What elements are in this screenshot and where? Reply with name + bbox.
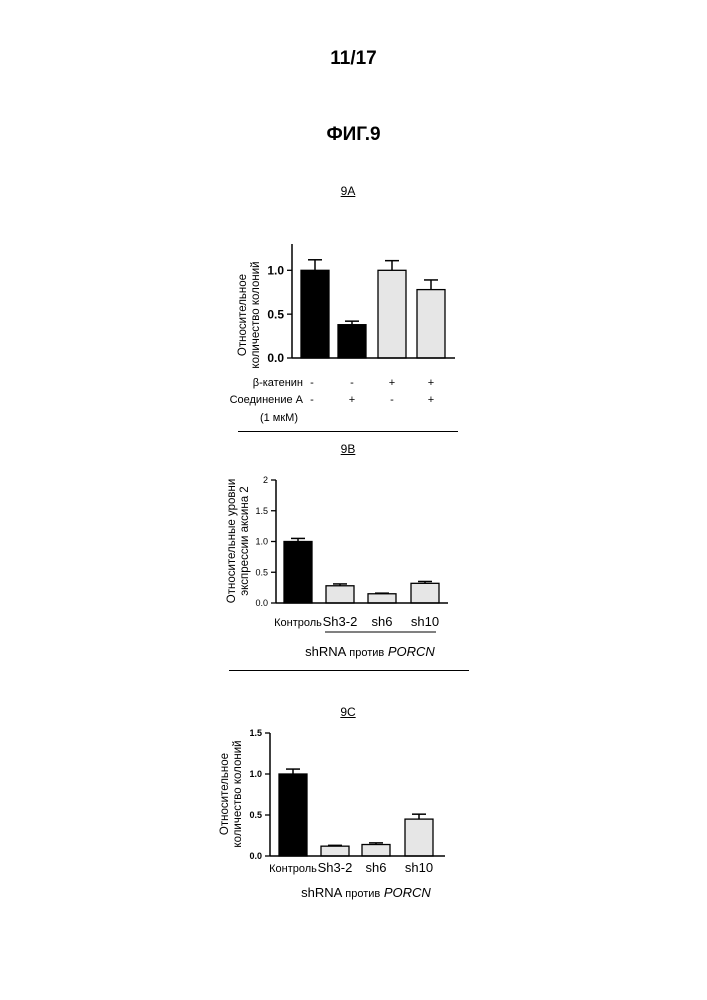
chart-9b-category-label-3: sh6	[372, 614, 393, 629]
chart-9b-category-label-2: Sh3-2	[323, 614, 358, 629]
page-number: 11/17	[0, 48, 707, 70]
chart-9c-bar-4	[405, 819, 433, 856]
chart-9a-ylabel-line2: количество колоний	[250, 261, 262, 368]
chart-9c-group-label: shRNA против PORCN	[301, 885, 431, 900]
chart-9c-category-label-3: sh6	[366, 860, 387, 875]
chart-9c-yticks: 0.0 0.5 1.0 1.5	[249, 728, 270, 861]
chart-9b-bar-3	[368, 594, 396, 603]
chart-9c-ytick-label-3: 1.0	[249, 769, 262, 779]
chart-9b-yticks: 0.0 0.5 1.0 1.5 2	[255, 475, 276, 608]
chart-9a-bars	[301, 270, 445, 358]
chart-9c-bars	[279, 774, 433, 856]
chart-9a-row2-values: - + - +	[310, 394, 434, 406]
chart-9a-ytick-label-1: 0.0	[267, 351, 284, 365]
chart-9c-bar-3	[362, 845, 390, 856]
chart-9c-ylabel-line1: Относительное	[219, 753, 231, 835]
divider-9a	[238, 431, 458, 432]
chart-9b-bars	[284, 542, 439, 604]
chart-9b-category-labels: КонтрольSh3-2 sh6 sh10	[274, 614, 439, 629]
chart-9b-category-label-1: Контроль	[274, 617, 322, 629]
chart-9c-category-labels: КонтрольSh3-2 sh6 sh10	[269, 860, 433, 875]
chart-9b-ytick-label-3: 1.0	[255, 537, 268, 547]
chart-9a-note: (1 мкМ)	[260, 412, 298, 424]
panel-label-9a: 9A	[318, 184, 378, 198]
chart-9a-ytick-label-2: 0.5	[267, 307, 284, 321]
chart-9b-bar-4	[411, 583, 439, 603]
divider-9b	[229, 670, 469, 671]
chart-9b: 0.0 0.5 1.0 1.5 2 Относительные уровни экспр…	[0, 470, 707, 670]
chart-9a-bar-3	[378, 270, 406, 358]
chart-9a-row2-sign-1: -	[310, 394, 314, 406]
chart-9c-ylabel-line2: количество колоний	[232, 740, 244, 847]
chart-9c-ytick-label-4: 1.5	[249, 728, 262, 738]
chart-9a-row1-sign-1: -	[310, 377, 314, 389]
chart-9a-row1-sign-2: -	[350, 377, 354, 389]
chart-9a-row2-sign-2: +	[349, 394, 355, 406]
chart-9a-row1-sign-4: +	[428, 377, 434, 389]
chart-9b-bar-2	[326, 586, 354, 603]
chart-9b-group-label: shRNA против PORCN	[305, 644, 435, 659]
chart-9b-bar-1	[284, 542, 312, 604]
chart-9b-ytick-label-5: 2	[263, 475, 268, 485]
chart-9a-row2-label: Соединение A	[230, 394, 304, 406]
panel-label-9c: 9C	[318, 705, 378, 719]
chart-9c-category-label-4: sh10	[405, 860, 433, 875]
chart-9a-ytick-label-3: 1.0	[267, 264, 284, 278]
chart-9a: 0.0 0.5 1.0 Относительное количество колон…	[0, 230, 707, 440]
chart-9b-ytick-label-2: 0.5	[255, 567, 268, 577]
chart-9c-bar-2	[321, 846, 349, 856]
chart-9b-ylabel-line2: экспрессии аксина 2	[239, 486, 251, 595]
chart-9b-category-label-4: sh10	[411, 614, 439, 629]
chart-9c-ytick-label-2: 0.5	[249, 810, 262, 820]
chart-9a-row1-label: β-катенин	[253, 377, 303, 389]
chart-9c: 0.0 0.5 1.0 1.5 Относительное количество ко…	[0, 720, 707, 905]
chart-9a-row1-sign-3: +	[389, 377, 395, 389]
chart-9b-ytick-label-4: 1.5	[255, 506, 268, 516]
chart-9b-ylabel-line1: Относительные уровни	[226, 479, 238, 604]
chart-9b-ytick-label-1: 0.0	[255, 598, 268, 608]
chart-9a-bar-1	[301, 270, 329, 358]
chart-9c-category-label-2: Sh3-2	[318, 860, 353, 875]
chart-9a-bar-4	[417, 290, 445, 358]
figure-title: ФИГ.9	[0, 124, 707, 146]
chart-9a-bar-2	[338, 325, 366, 358]
chart-9a-ylabel-line1: Относительное	[237, 274, 249, 356]
chart-9a-row1-values: - - + +	[310, 377, 434, 389]
panel-label-9b: 9B	[318, 442, 378, 456]
chart-9c-category-label-1: Контроль	[269, 863, 317, 875]
chart-9a-yticks: 0.0 0.5 1.0	[267, 264, 292, 366]
chart-9c-bar-1	[279, 774, 307, 856]
chart-9c-ytick-label-1: 0.0	[249, 851, 262, 861]
chart-9a-row2-sign-3: -	[390, 394, 394, 406]
chart-9a-row2-sign-4: +	[428, 394, 434, 406]
